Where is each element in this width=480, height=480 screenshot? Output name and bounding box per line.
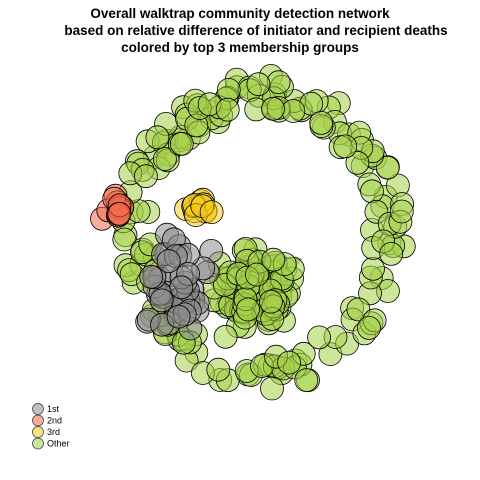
node-other	[307, 325, 332, 350]
node-other	[152, 147, 177, 171]
node-3rd	[199, 200, 224, 225]
legend: 1st 2nd 3rd Other	[32, 403, 70, 450]
node-1st	[166, 304, 191, 329]
node-other	[389, 199, 414, 224]
node-other	[133, 164, 158, 189]
title-line-2: based on relative difference of initiato…	[64, 23, 447, 38]
legend-swatch-2nd	[32, 414, 44, 427]
title-line-1: Overall walktrap community detection net…	[90, 6, 390, 21]
legend-swatch-3rd	[32, 426, 44, 438]
node-other	[357, 315, 381, 340]
title-line-3: colored by top 3 membership groups	[121, 40, 359, 55]
node-other	[112, 227, 137, 252]
nodes-top-groups-layer	[90, 183, 224, 341]
node-other	[244, 262, 269, 287]
node-other	[277, 350, 302, 375]
node-other	[215, 97, 240, 122]
node-other	[266, 70, 291, 95]
node-other	[261, 247, 286, 272]
node-other	[236, 297, 260, 322]
chart-title: Overall walktrap community detection net…	[64, 6, 447, 55]
node-other	[258, 289, 283, 314]
node-other	[333, 134, 358, 159]
node-other	[294, 368, 319, 393]
legend-swatch-1st	[32, 403, 44, 415]
node-other	[206, 357, 231, 382]
node-other	[213, 324, 238, 349]
node-other	[345, 150, 370, 175]
node-other	[360, 179, 384, 204]
legend-label-1st: 1st	[47, 404, 60, 414]
node-1st	[169, 275, 194, 300]
node-other	[361, 256, 385, 281]
legend-label-other: Other	[47, 439, 70, 449]
node-1st	[156, 249, 181, 274]
node-other	[309, 111, 334, 135]
legend-label-3rd: 3rd	[47, 427, 60, 437]
legend-swatch-other	[32, 437, 44, 450]
node-other	[379, 241, 404, 266]
node-1st	[139, 264, 164, 289]
legend-label-2nd: 2nd	[47, 416, 62, 426]
node-1st	[149, 288, 174, 313]
node-other	[145, 125, 170, 150]
node-other	[246, 72, 271, 97]
node-other	[261, 96, 285, 121]
node-other	[260, 376, 284, 401]
node-2nd	[107, 201, 132, 226]
node-other	[169, 131, 194, 156]
node-other	[281, 99, 306, 123]
